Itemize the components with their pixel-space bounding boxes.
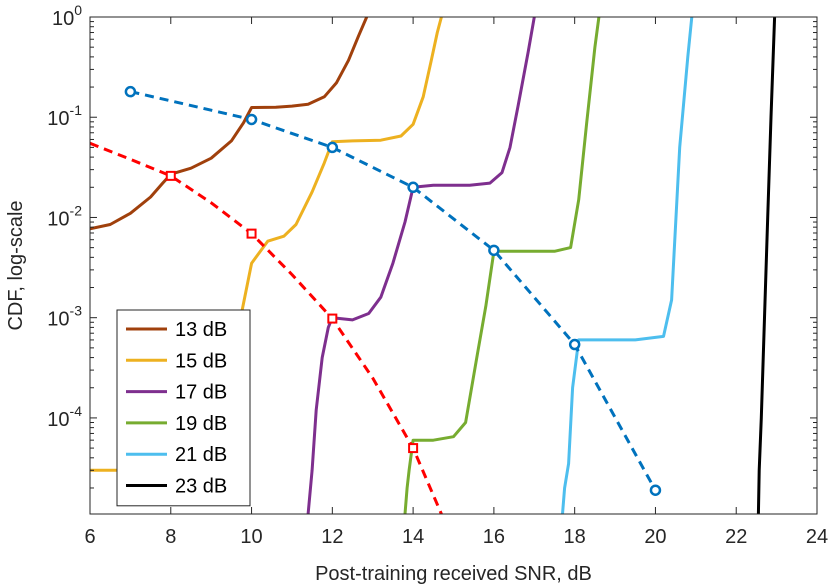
plot-frame [89, 16, 818, 515]
threshold-red-marker [408, 443, 419, 454]
x-tick-label: 10 [240, 526, 262, 548]
x-tick-label: 12 [321, 526, 343, 548]
threshold-red-marker [165, 170, 176, 181]
y-tick-label: 100 [52, 2, 82, 30]
series-line-23-dB [756, 17, 777, 514]
threshold-blue-marker [407, 181, 419, 194]
legend-label: 19 dB [175, 413, 227, 435]
series-line-threshold-red [90, 141, 443, 514]
x-tick-label: 18 [564, 526, 586, 548]
y-tick-label: 10-4 [47, 403, 82, 431]
threshold-blue-marker [649, 484, 662, 496]
y-tick-label: 10-1 [47, 102, 82, 130]
x-tick-label: 16 [483, 526, 505, 548]
y-tick-label: 10-2 [47, 202, 82, 230]
threshold-blue-marker [245, 113, 258, 126]
x-tick-label: 20 [644, 526, 666, 548]
threshold-red-marker [327, 313, 338, 324]
threshold-blue-marker [124, 85, 137, 98]
y-tick-label: 10-3 [47, 303, 82, 331]
legend-label: 21 dB [175, 444, 227, 466]
x-axis-ticks: 6 8 10 12 14 16 18 20 22 24 [84, 17, 828, 548]
x-tick-label: 8 [165, 526, 176, 548]
legend-label: 17 dB [175, 382, 227, 404]
series-line-21-dB [561, 17, 694, 514]
threshold-blue-marker [568, 338, 581, 351]
x-axis-label: Post-training received SNR, dB [315, 563, 592, 585]
legend-label: 13 dB [175, 319, 227, 341]
legend-box [116, 309, 251, 507]
threshold-blue-marker [326, 141, 339, 154]
legend-label: 23 dB [175, 476, 227, 498]
threshold-blue-marker [488, 244, 500, 257]
legend-label: 15 dB [175, 350, 227, 372]
y-axis-ticks: 10-4 10-3 10-2 10-1 100 [47, 2, 817, 489]
legend: 13 dB 15 dB 17 dB 19 dB 21 dB 23 dB [116, 309, 251, 507]
series-line-15-dB [90, 17, 443, 472]
y-axis-label: CDF, log-scale [5, 200, 27, 330]
x-tick-label: 24 [806, 526, 828, 548]
x-tick-label: 22 [725, 526, 747, 548]
x-tick-label: 6 [84, 526, 95, 548]
marker-layer [124, 85, 662, 496]
series-line-13-dB [90, 17, 369, 231]
series-line-17-dB [306, 17, 536, 514]
x-tick-label: 14 [402, 526, 424, 548]
series-line-19-dB [403, 17, 601, 514]
threshold-red-marker [246, 228, 257, 239]
